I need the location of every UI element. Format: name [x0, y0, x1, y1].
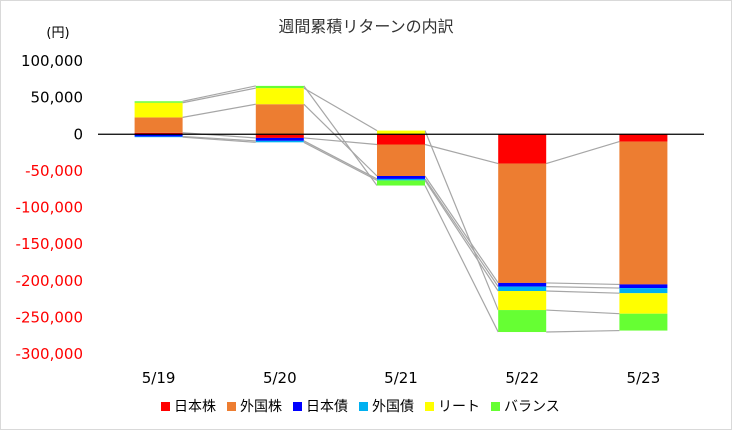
bar-segment	[619, 141, 668, 285]
chart-title: 週間累積リターンの内訳	[278, 17, 453, 36]
connector-line	[182, 136, 256, 143]
legend-label: リート	[438, 399, 480, 415]
bar-segment	[498, 282, 547, 287]
y-tick-label: -150,000	[16, 235, 83, 253]
bar-segment	[498, 291, 547, 311]
connector-line	[303, 85, 378, 186]
legend-swatch	[491, 402, 500, 411]
connector-line	[303, 140, 378, 180]
bar-segment	[134, 132, 183, 135]
legend-label: 外国債	[372, 399, 414, 415]
y-tick-label: -250,000	[16, 308, 83, 326]
bar-segment	[498, 134, 547, 164]
bar-segment	[619, 313, 668, 331]
x-tick-label: 5/22	[505, 369, 539, 387]
y-tick-label: -100,000	[16, 199, 83, 217]
connector-lines	[182, 85, 620, 333]
bar-segment	[619, 288, 668, 294]
legend: 日本株 外国株 日本債 外国債 リート バランス	[161, 399, 560, 415]
bars	[134, 85, 668, 333]
connector-line	[424, 175, 499, 284]
bar-segment	[255, 140, 304, 143]
bar-segment	[134, 102, 183, 118]
y-tick-label: -300,000	[16, 345, 83, 363]
bar-segment	[255, 134, 304, 138]
connector-line	[546, 290, 620, 294]
bar-segment	[377, 178, 425, 181]
connector-line	[424, 178, 499, 287]
x-tick-label: 5/23	[627, 369, 661, 387]
bar-segment	[134, 134, 183, 137]
y-tick-label: -50,000	[25, 162, 83, 180]
x-tick-label: 5/20	[263, 369, 297, 387]
bar-segment	[255, 137, 304, 141]
connector-line	[182, 103, 256, 118]
connector-line	[424, 185, 499, 333]
bar-segment	[498, 163, 547, 283]
connector-line	[424, 130, 499, 311]
legend-label: 日本株	[174, 399, 216, 415]
connector-line	[546, 309, 620, 315]
bar-segment	[498, 310, 547, 333]
connector-line	[182, 85, 256, 102]
x-tick-label: 5/19	[142, 369, 176, 387]
legend-swatch	[359, 402, 368, 411]
bar-segment	[498, 286, 547, 292]
connector-line	[424, 180, 499, 292]
connector-line	[546, 329, 620, 333]
y-axis-ticks: 100,000 50,000 0 -50,000 -100,000 -150,000 -20…	[16, 52, 83, 363]
legend-label: バランス	[504, 399, 560, 415]
bar-segment	[377, 176, 425, 179]
y-tick-label: 50,000	[31, 89, 84, 107]
bar-segment	[619, 284, 668, 289]
legend-swatch	[425, 402, 434, 411]
legend-swatch	[293, 402, 302, 411]
bar-segment	[377, 144, 425, 177]
connector-line	[546, 282, 620, 286]
y-axis-unit-label: (円)	[46, 26, 69, 41]
bar-segment	[255, 88, 304, 105]
x-axis-ticks: 5/19 5/20 5/21 5/22 5/23	[142, 369, 660, 387]
connector-line	[182, 135, 256, 142]
bar-segment	[255, 85, 304, 89]
legend-label: 外国株	[240, 399, 282, 415]
bar-segment	[255, 104, 304, 135]
bar-segment	[377, 134, 425, 145]
bar-segment	[619, 134, 668, 142]
bar-segment	[134, 136, 183, 138]
bar-segment	[377, 180, 425, 186]
bar-segment	[134, 101, 183, 103]
connector-line	[303, 103, 378, 177]
connector-line	[546, 141, 620, 165]
y-tick-label: 100,000	[21, 52, 83, 70]
connector-line	[303, 87, 378, 132]
bar-segment	[619, 293, 668, 314]
bar-segment	[134, 117, 183, 133]
bar-segment	[377, 130, 425, 135]
connector-line	[182, 87, 256, 104]
connector-line	[546, 286, 620, 289]
connector-line	[303, 137, 378, 146]
connector-line	[424, 143, 499, 165]
x-tick-label: 5/21	[384, 369, 418, 387]
legend-swatch	[227, 402, 236, 411]
legend-label: 日本債	[306, 399, 348, 415]
connector-line	[303, 141, 378, 181]
y-tick-label: -200,000	[16, 272, 83, 290]
legend-swatch	[161, 402, 170, 411]
y-tick-label: 0	[73, 125, 83, 143]
